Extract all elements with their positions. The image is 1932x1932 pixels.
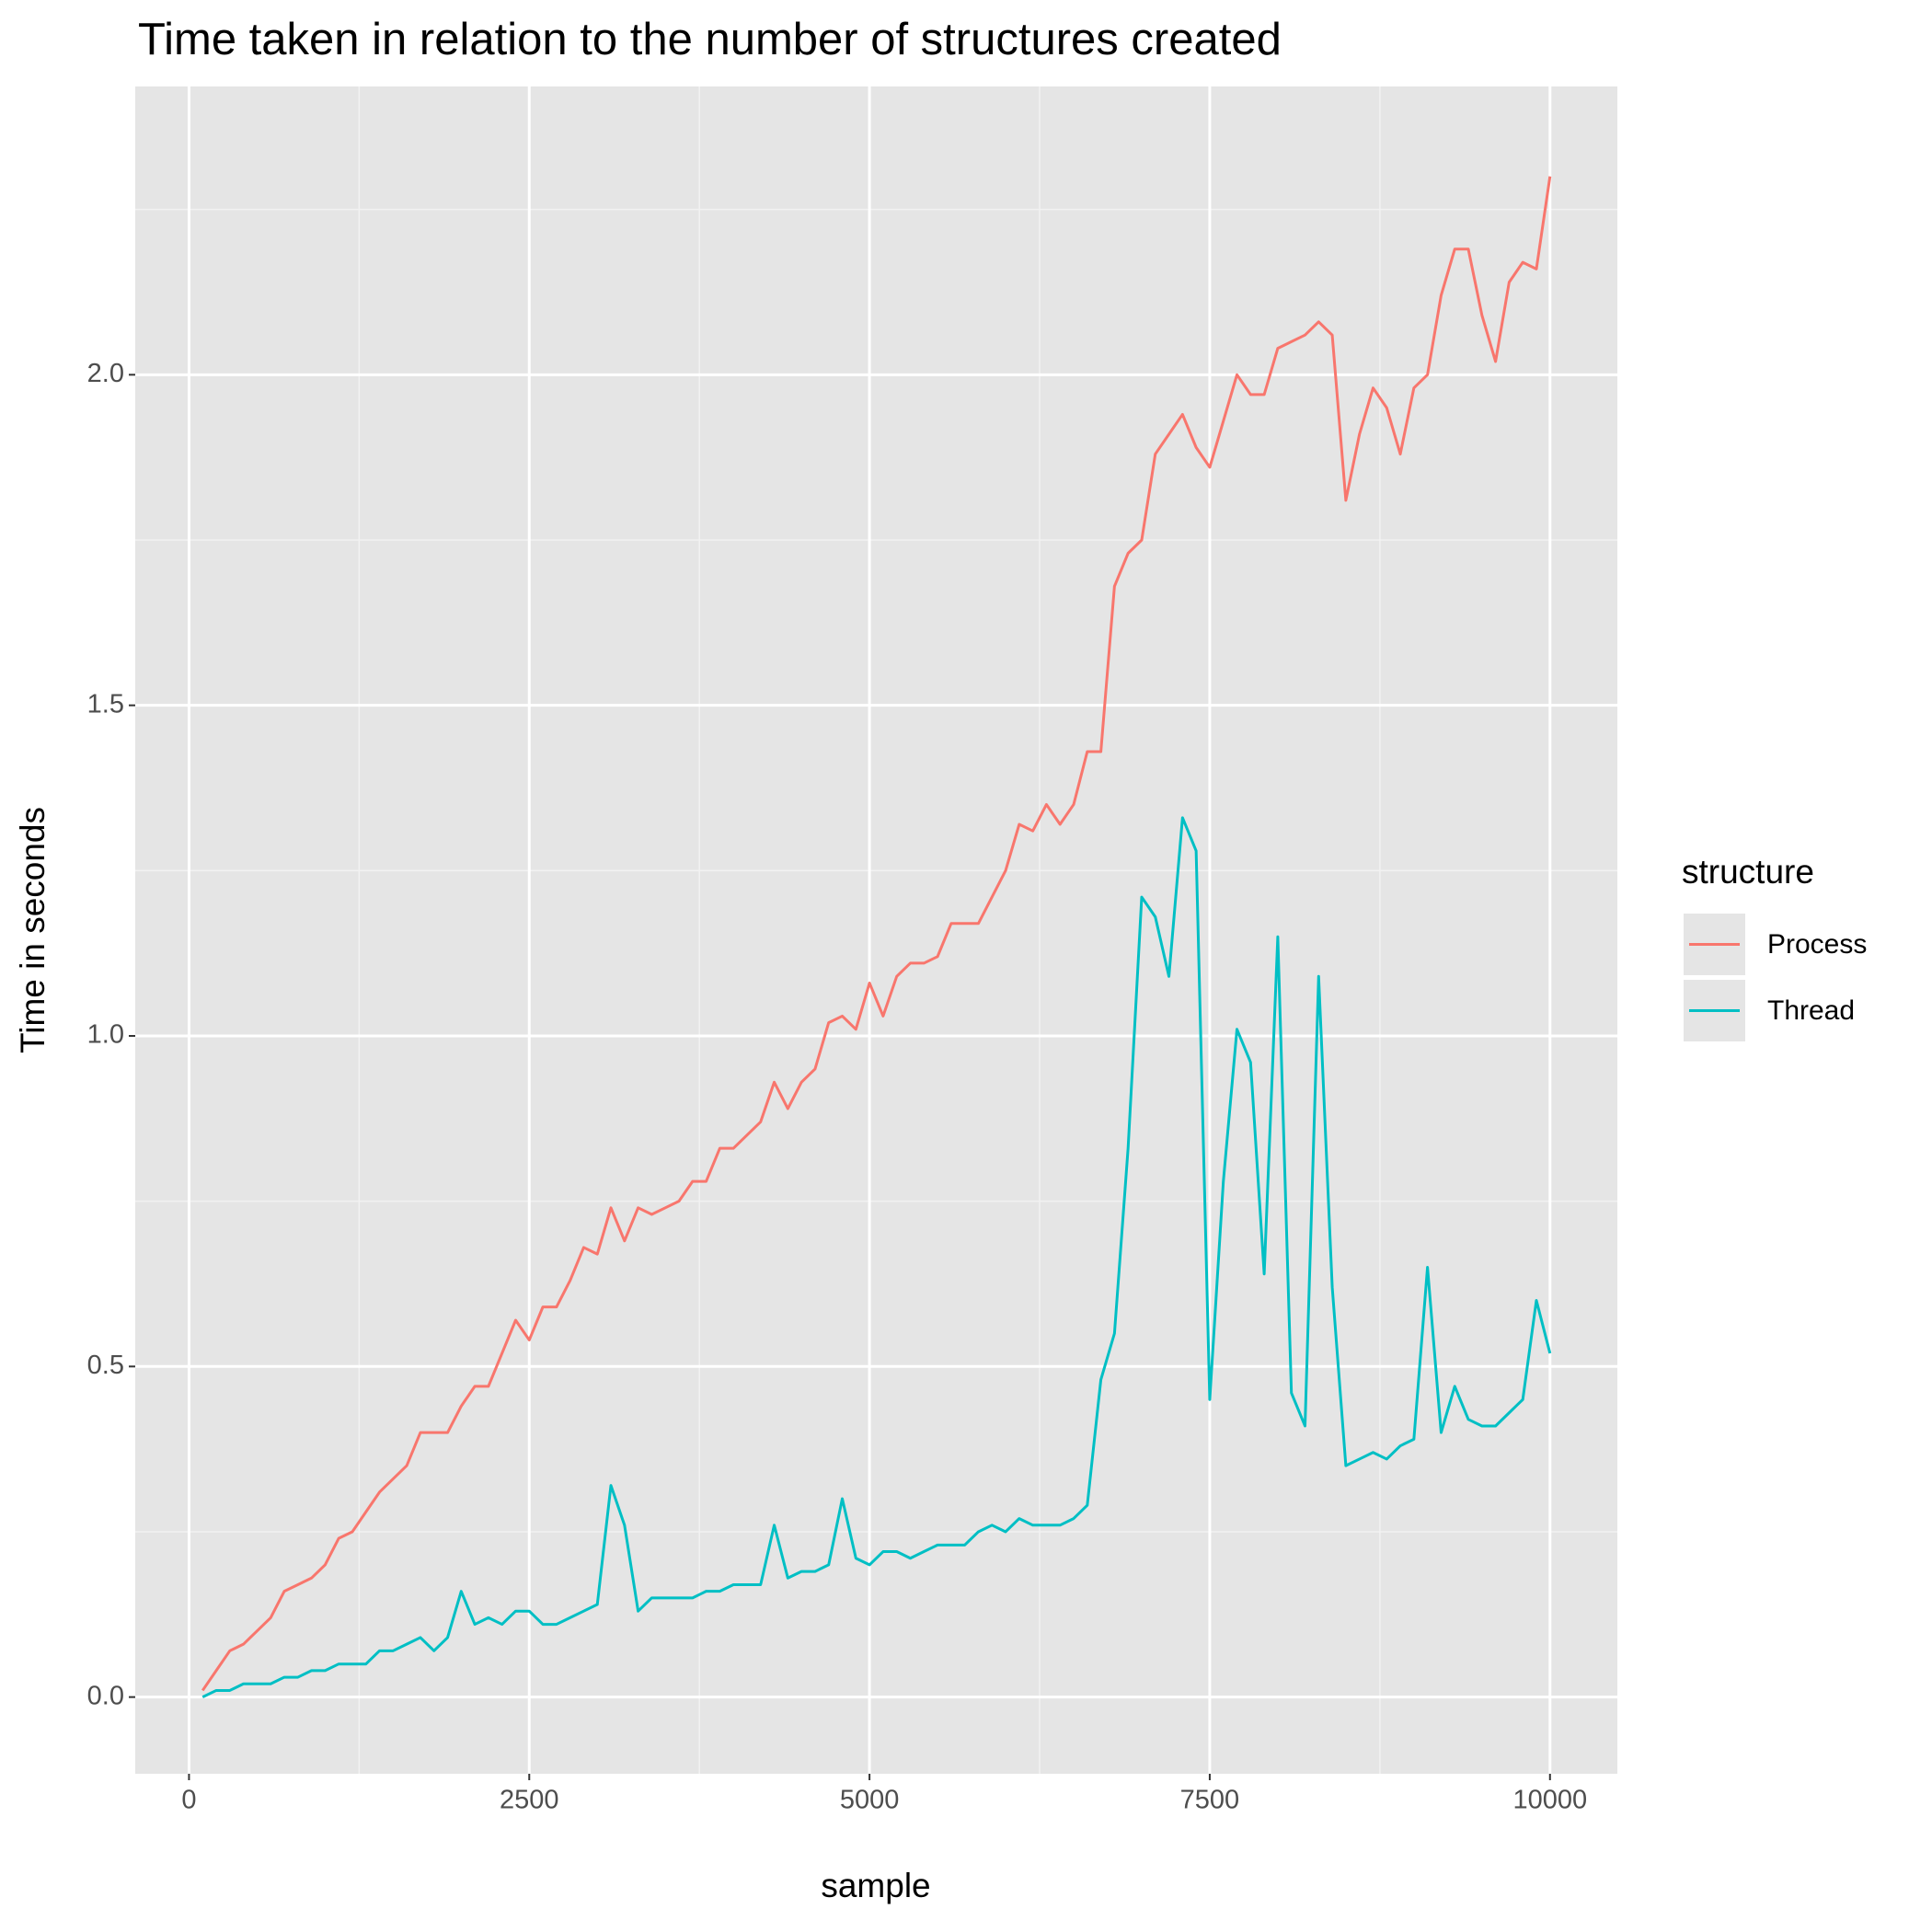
y-tick-label: 0.5: [87, 1351, 124, 1380]
data-line: [201, 816, 1552, 1698]
x-tick-label: 10000: [1512, 1786, 1587, 1815]
legend-label: Process: [1767, 929, 1867, 960]
x-tick-label: 7500: [1180, 1786, 1240, 1815]
x-axis-label: sample: [821, 1867, 930, 1904]
y-tick-label: 2.0: [87, 359, 124, 388]
y-axis-label: Time in seconds: [14, 807, 52, 1053]
x-tick-label: 0: [181, 1786, 196, 1815]
legend-label: Thread: [1767, 995, 1855, 1026]
y-tick-label: 0.0: [87, 1681, 124, 1710]
x-tick-label: 2500: [500, 1786, 559, 1815]
y-tick-label: 1.5: [87, 689, 124, 719]
x-tick-label: 5000: [840, 1786, 900, 1815]
plot-panel: [135, 86, 1617, 1774]
chart-title: Time taken in relation to the number of …: [138, 15, 1282, 64]
data-line: [201, 176, 1552, 1692]
y-tick-label: 1.0: [87, 1020, 124, 1050]
legend-title: structure: [1682, 853, 1814, 891]
